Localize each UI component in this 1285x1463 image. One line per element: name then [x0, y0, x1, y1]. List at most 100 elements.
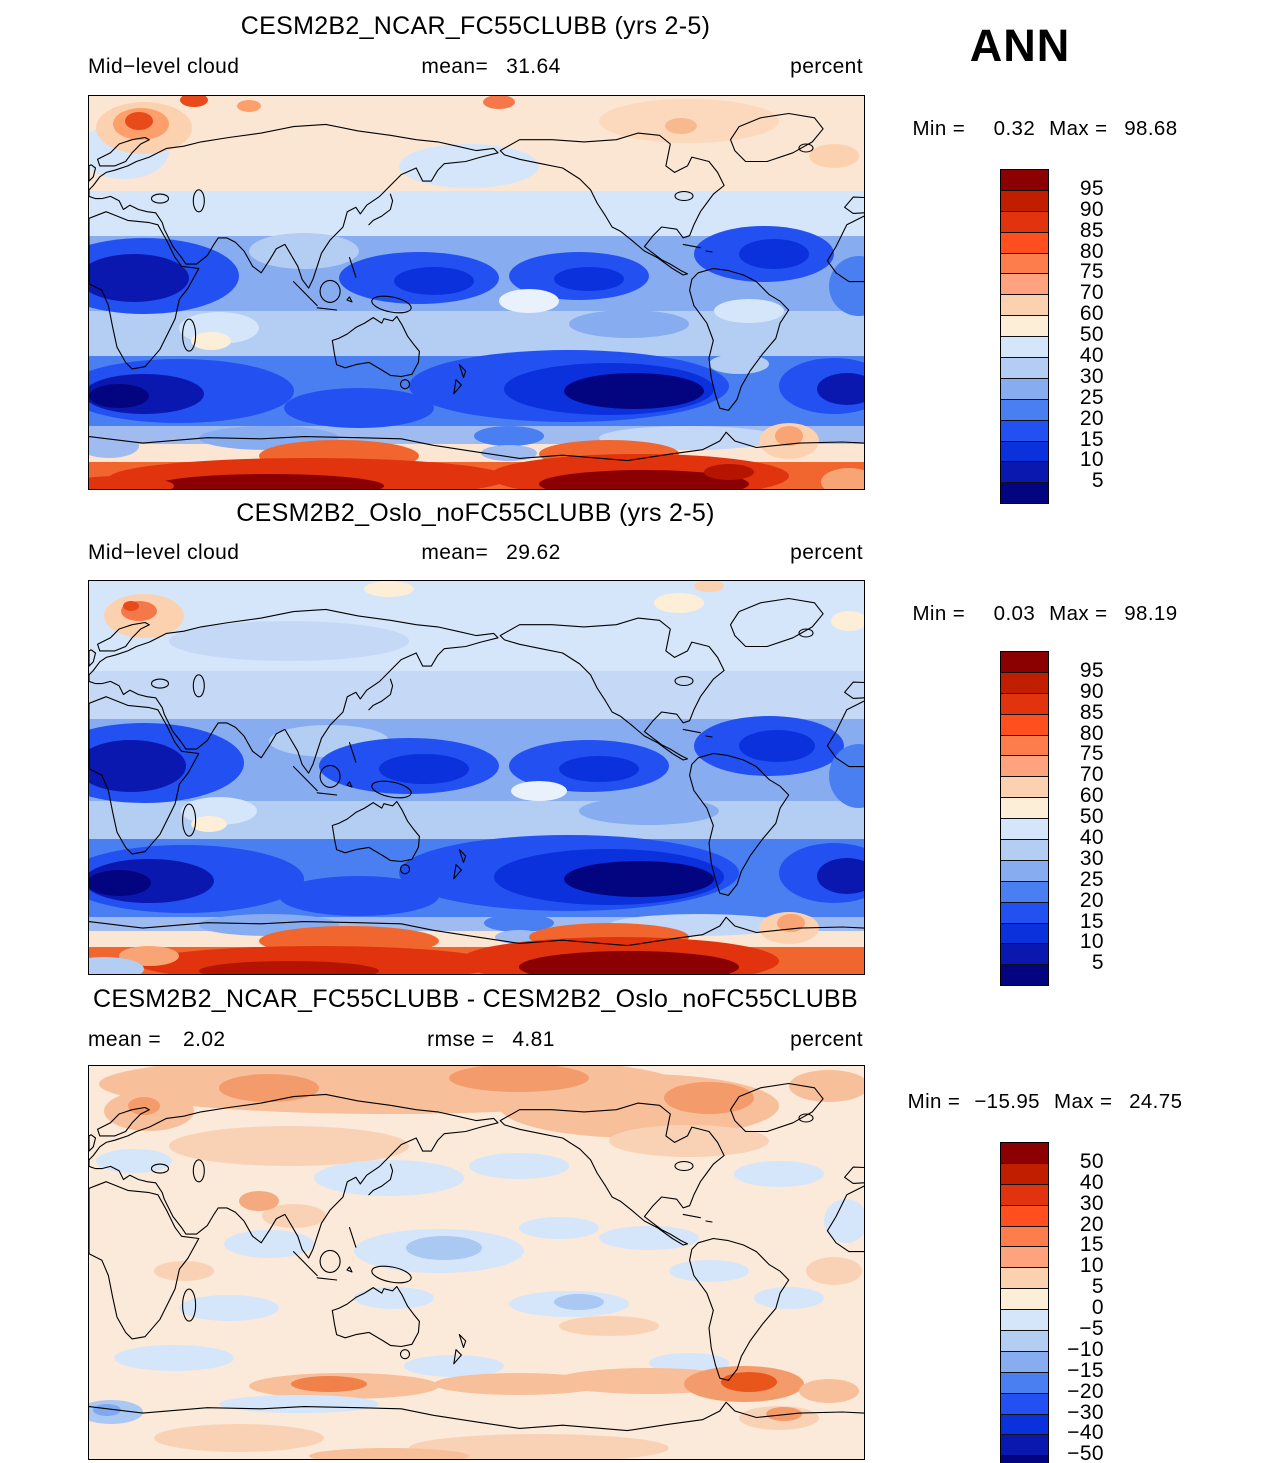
- colorbar-cell: −30: [1001, 1392, 1104, 1424]
- colorbar-cell: 10: [1001, 922, 1104, 953]
- colorbar-tick-label: 95: [1079, 176, 1104, 200]
- colorbar-cell: 25: [1001, 859, 1104, 891]
- panel1-mean-value: 31.64: [506, 55, 561, 78]
- colorbar-cell: 10: [1001, 1246, 1104, 1277]
- panel3-field: [89, 1066, 864, 1459]
- colorbar-tick-label: 85: [1079, 700, 1104, 724]
- panel1-minmax: Min = 0.32 Max = 98.68: [880, 117, 1210, 141]
- colorbar-cell: [1001, 1455, 1048, 1463]
- colorbar-tick-label: 5: [1091, 469, 1104, 493]
- panel2-min-value: 0.03: [993, 602, 1036, 625]
- colorbar-cell: 30: [1001, 357, 1104, 388]
- panel2-map: [88, 580, 865, 975]
- panel2-title: CESM2B2_Oslo_noFC55CLUBB (yrs 2-5): [236, 499, 715, 527]
- colorbar-tick-label: 5: [1091, 951, 1104, 975]
- colorbar-cell: 20: [1001, 398, 1104, 430]
- colorbar-tick-label: 40: [1079, 1170, 1104, 1194]
- colorbar-tick-label: 25: [1079, 867, 1104, 891]
- colorbar-cell: 70: [1001, 273, 1104, 304]
- panel1-variable-label: Mid−level cloud: [88, 55, 240, 78]
- colorbar-tick-label: 80: [1079, 721, 1104, 745]
- panel3-rmse: rmse = 4.81: [367, 1028, 615, 1052]
- panel1-title: CESM2B2_NCAR_FC55CLUBB (yrs 2-5): [240, 12, 711, 40]
- panel3-map: [88, 1065, 865, 1460]
- panel1-max-label: Max =: [1049, 117, 1108, 140]
- panel3-min-value: −15.95: [974, 1090, 1040, 1113]
- colorbar-cell: 5: [1001, 461, 1104, 492]
- colorbar-cell: 60: [1001, 776, 1104, 807]
- colorbar-cell: 90: [1001, 189, 1104, 221]
- colorbar-tick-label: 15: [1079, 427, 1104, 451]
- colorbar-cell: 30: [1001, 1183, 1104, 1215]
- colorbar-tick-label: 10: [1079, 448, 1104, 472]
- panel2-max-value: 98.19: [1124, 602, 1178, 625]
- colorbar-tick-label: 75: [1079, 260, 1104, 284]
- colorbar-cell: 30: [1001, 839, 1104, 870]
- colorbar-cell: 80: [1001, 231, 1104, 263]
- colorbar-cell: 85: [1001, 692, 1104, 724]
- panel1-map: [88, 95, 865, 490]
- colorbar-cell: 95: [1001, 652, 1104, 682]
- colorbar-cell: [1001, 482, 1048, 504]
- season-label: ANN: [969, 20, 1071, 71]
- colorbar-tick-label: −40: [1067, 1421, 1104, 1445]
- panel1-mean: mean= 31.64: [367, 55, 615, 79]
- panel2-max-label: Max =: [1049, 602, 1108, 625]
- panel2-min-label: Min =: [912, 602, 966, 625]
- colorbar-cell: −10: [1001, 1330, 1104, 1361]
- colorbar-tick-label: 80: [1079, 239, 1104, 263]
- colorbar-cell: 40: [1001, 336, 1104, 367]
- colorbar-cell: 80: [1001, 713, 1104, 745]
- colorbar-cell: 50: [1001, 315, 1104, 346]
- colorbar-tick-label: 0: [1091, 1296, 1104, 1320]
- colorbar-tick-label: 30: [1079, 846, 1104, 870]
- colorbar-tick-label: 30: [1079, 1191, 1104, 1215]
- colorbar-tick-label: 10: [1079, 1254, 1104, 1278]
- colorbar-cell: 75: [1001, 734, 1104, 765]
- panel3-rmse-label: rmse =: [427, 1028, 495, 1051]
- panel2-mean-value: 29.62: [506, 541, 561, 564]
- colorbar-tick-label: 85: [1079, 218, 1104, 242]
- panel2-mean-label: mean=: [421, 541, 489, 564]
- colorbar-tick-label: 70: [1079, 763, 1104, 787]
- colorbar-cell: 90: [1001, 671, 1104, 703]
- colorbar-cell: 15: [1001, 419, 1104, 451]
- colorbar-tick-label: 60: [1079, 302, 1104, 326]
- panel3-title: CESM2B2_NCAR_FC55CLUBB - CESM2B2_Oslo_no…: [93, 985, 858, 1013]
- colorbar-cell: 5: [1001, 1267, 1104, 1298]
- panel2-minmax: Min = 0.03 Max = 98.19: [880, 602, 1210, 626]
- colorbar-tick-label: 15: [1079, 909, 1104, 933]
- colorbar-tick-label: 70: [1079, 281, 1104, 305]
- colorbar-cell: 40: [1001, 818, 1104, 849]
- colorbar-tick-label: −50: [1067, 1442, 1104, 1463]
- panel3-units-label: percent: [790, 1028, 863, 1051]
- colorbar-cell: 40: [1001, 1162, 1104, 1194]
- panel3-minmax: Min = −15.95 Max = 24.75: [880, 1090, 1210, 1114]
- panel1-min-label: Min =: [912, 117, 966, 140]
- colorbar-tick-label: −10: [1067, 1337, 1104, 1361]
- colorbar-tick-label: 50: [1079, 323, 1104, 347]
- panel3-subheader: mean = 2.02 rmse = 4.81 percent: [88, 1028, 863, 1052]
- colorbar-cell: −20: [1001, 1371, 1104, 1403]
- colorbar-tick-label: 50: [1079, 1149, 1104, 1173]
- panel3-mean-label: mean =: [88, 1028, 162, 1051]
- colorbar-tick-label: 75: [1079, 742, 1104, 766]
- colorbar-cell: 20: [1001, 880, 1104, 912]
- panel3-colorbar: 50 40 30 20 15 10 5: [1000, 1142, 1104, 1463]
- colorbar-tick-label: 30: [1079, 364, 1104, 388]
- panel1-units-label: percent: [790, 55, 863, 78]
- panel1-field: [89, 96, 864, 489]
- colorbar-tick-label: 5: [1091, 1275, 1104, 1299]
- colorbar-tick-label: 10: [1079, 930, 1104, 954]
- colorbar-cell: [1001, 964, 1048, 986]
- panel1-max-value: 98.68: [1124, 117, 1178, 140]
- colorbar-cell: 60: [1001, 294, 1104, 325]
- colorbar-tick-label: 25: [1079, 385, 1104, 409]
- colorbar-cell: 75: [1001, 252, 1104, 283]
- panel1-subheader: Mid−level cloud mean= 31.64 percent: [88, 55, 863, 79]
- panel1-min-value: 0.32: [993, 117, 1036, 140]
- panel2-subheader: Mid−level cloud mean= 29.62 percent: [88, 541, 863, 565]
- colorbar-tick-label: −5: [1079, 1317, 1104, 1341]
- colorbar-tick-label: 20: [1079, 1212, 1104, 1236]
